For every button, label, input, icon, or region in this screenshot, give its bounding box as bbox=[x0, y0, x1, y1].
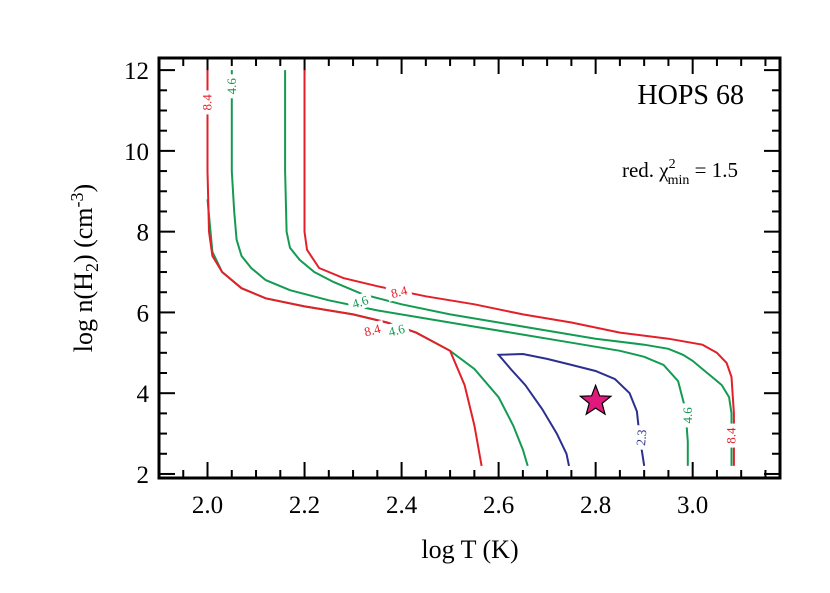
x-tick-label: 3.0 bbox=[677, 492, 708, 519]
x-tick-label: 2.4 bbox=[386, 492, 418, 519]
contour-label-text: 4.6 bbox=[224, 78, 239, 95]
contour-line-2.3 bbox=[496, 352, 646, 467]
y-tick-label: 12 bbox=[124, 58, 149, 85]
y-tick-label: 10 bbox=[124, 139, 149, 166]
contour-label-text: 8.4 bbox=[363, 321, 383, 340]
y-tick-label: 6 bbox=[137, 300, 150, 327]
contour-label-text: 8.4 bbox=[389, 282, 409, 301]
contour-label-text: 4.6 bbox=[387, 321, 407, 340]
contour-line-4.6 bbox=[284, 70, 733, 466]
y-tick-label: 4 bbox=[137, 381, 150, 408]
contour-line-4.6 bbox=[230, 70, 689, 466]
x-tick-label: 2.2 bbox=[289, 492, 320, 519]
contour-lines bbox=[206, 70, 735, 467]
x-tick-label: 2.0 bbox=[192, 492, 223, 519]
contour-line-8.4 bbox=[206, 70, 483, 467]
contour-label-text: 4.6 bbox=[350, 292, 371, 311]
contour-label-8.4: 8.4 bbox=[385, 281, 413, 302]
x-tick-label: 2.8 bbox=[580, 492, 611, 519]
contour-label-4.6: 4.6 bbox=[383, 319, 411, 341]
chart-title: HOPS 68 bbox=[637, 80, 744, 111]
x-axis-title: log T (K) bbox=[421, 535, 518, 564]
x-tick-label: 2.6 bbox=[483, 492, 514, 519]
contour-labels: 2.34.64.64.64.68.48.48.48.4 bbox=[199, 74, 739, 451]
contour-label-4.6: 4.6 bbox=[346, 291, 374, 313]
tick-labels: 2.0 2.2 2.4 2.6 2.8 3.0 2 4 6 8 10 12 bbox=[124, 58, 708, 519]
contour-label-text: 4.6 bbox=[680, 407, 695, 424]
best-fit-star-marker bbox=[578, 383, 613, 416]
contour-label-text: 2.3 bbox=[633, 429, 649, 446]
contour-label-4.6: 4.6 bbox=[679, 403, 695, 428]
y-tick-label: 2 bbox=[137, 462, 150, 489]
contour-label-text: 8.4 bbox=[723, 427, 738, 444]
contour-label-8.4: 8.4 bbox=[723, 423, 739, 448]
y-tick-label: 8 bbox=[137, 220, 150, 247]
contour-line-8.4 bbox=[303, 70, 735, 466]
contour-label-2.3: 2.3 bbox=[632, 424, 650, 451]
y-axis-title: log n(H2) (cm-3) bbox=[67, 184, 102, 352]
contour-label-8.4: 8.4 bbox=[358, 319, 386, 341]
chi-annotation: red. χ2 min = 1.5 bbox=[622, 157, 738, 188]
plot-frame bbox=[157, 56, 782, 480]
contour-label-4.6: 4.6 bbox=[223, 74, 239, 99]
contour-label-text: 8.4 bbox=[200, 94, 215, 111]
contour-label-8.4: 8.4 bbox=[199, 90, 215, 115]
